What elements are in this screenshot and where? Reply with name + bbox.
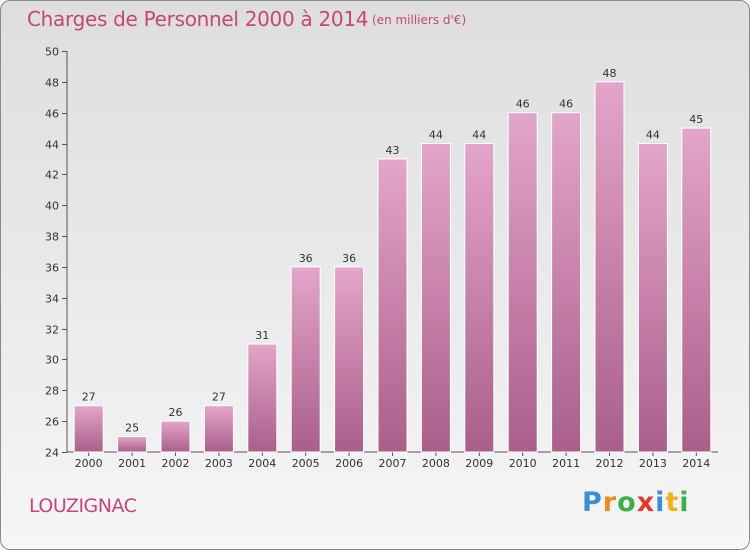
- x-tick-label: 2012: [596, 457, 624, 470]
- y-tick-label: 28: [45, 385, 59, 398]
- chart-unit-label: (en milliers d'€): [372, 13, 467, 27]
- x-tick-label: 2011: [552, 457, 580, 470]
- y-tick-label: 30: [45, 354, 59, 367]
- y-tick-label: 38: [45, 231, 59, 244]
- logo-letter: r: [602, 487, 618, 518]
- y-tick-label: 44: [45, 139, 59, 152]
- logo-letter: i: [655, 487, 666, 518]
- bar: [203, 405, 234, 453]
- logo-letter: x: [636, 487, 656, 518]
- x-tick-label: 2008: [422, 457, 450, 470]
- chart-title: Charges de Personnel 2000 à 2014: [27, 7, 369, 31]
- x-tick-label: 2002: [162, 457, 190, 470]
- x-tick-label: 2001: [118, 457, 146, 470]
- x-tick-label: 2006: [335, 457, 363, 470]
- bar: [73, 405, 104, 453]
- bar: [334, 266, 365, 453]
- y-tick-label: 40: [45, 200, 59, 213]
- data-label: 48: [603, 67, 617, 80]
- y-tick-label: 48: [45, 77, 59, 90]
- bar: [290, 266, 321, 453]
- y-tick-label: 32: [45, 324, 59, 337]
- logo-letter: P: [582, 487, 603, 518]
- logo-letter: t: [665, 487, 680, 518]
- data-label: 46: [559, 98, 573, 111]
- logo-letter: o: [617, 487, 637, 518]
- y-tick-label: 26: [45, 416, 59, 429]
- bar: [117, 436, 148, 453]
- data-label: 27: [82, 391, 96, 404]
- bar: [594, 81, 625, 453]
- data-label: 44: [429, 129, 443, 142]
- x-tick-label: 2005: [292, 457, 320, 470]
- data-label: 25: [125, 422, 139, 435]
- data-label: 31: [255, 329, 269, 342]
- y-tick-label: 24: [45, 447, 59, 460]
- data-label: 26: [169, 406, 183, 419]
- data-label: 27: [212, 391, 226, 404]
- logo-letter: i: [679, 487, 690, 518]
- data-label: 36: [299, 252, 313, 265]
- bar: [507, 112, 538, 453]
- bar: [464, 143, 495, 453]
- y-tick-label: 34: [45, 293, 59, 306]
- bar: [637, 143, 668, 453]
- data-label: 43: [386, 144, 400, 157]
- bar: [160, 420, 191, 453]
- x-tick-label: 2003: [205, 457, 233, 470]
- proxiti-logo[interactable]: Proxiti: [582, 487, 690, 518]
- y-tick-label: 50: [45, 46, 59, 59]
- commune-name: LOUZIGNAC: [29, 495, 137, 517]
- data-label: 45: [689, 113, 703, 126]
- bar: [377, 158, 408, 453]
- x-tick-label: 2013: [639, 457, 667, 470]
- chart-axes: 24 26 28 30 32 34 36 38 40 42 44 46 48 50 2000 2001 2002…: [45, 46, 718, 470]
- bar-series: [73, 81, 712, 453]
- data-labels: 27 25 26 27 31 36 36 43 44 44 46 46 48 44 45: [82, 67, 704, 435]
- x-tick-label: 2009: [465, 457, 493, 470]
- data-label: 36: [342, 252, 356, 265]
- x-tick-label: 2004: [248, 457, 276, 470]
- y-tick-label: 42: [45, 169, 59, 182]
- x-tick-label: 2010: [509, 457, 537, 470]
- y-tick-label: 36: [45, 262, 59, 275]
- bar: [420, 143, 451, 453]
- data-label: 44: [472, 129, 486, 142]
- bar: [681, 127, 712, 453]
- data-label: 46: [516, 98, 530, 111]
- bar: [551, 112, 582, 453]
- bar: [247, 343, 278, 453]
- x-tick-label: 2014: [682, 457, 710, 470]
- data-label: 44: [646, 129, 660, 142]
- x-tick-label: 2007: [379, 457, 407, 470]
- x-tick-label: 2000: [75, 457, 103, 470]
- y-tick-label: 46: [45, 108, 59, 121]
